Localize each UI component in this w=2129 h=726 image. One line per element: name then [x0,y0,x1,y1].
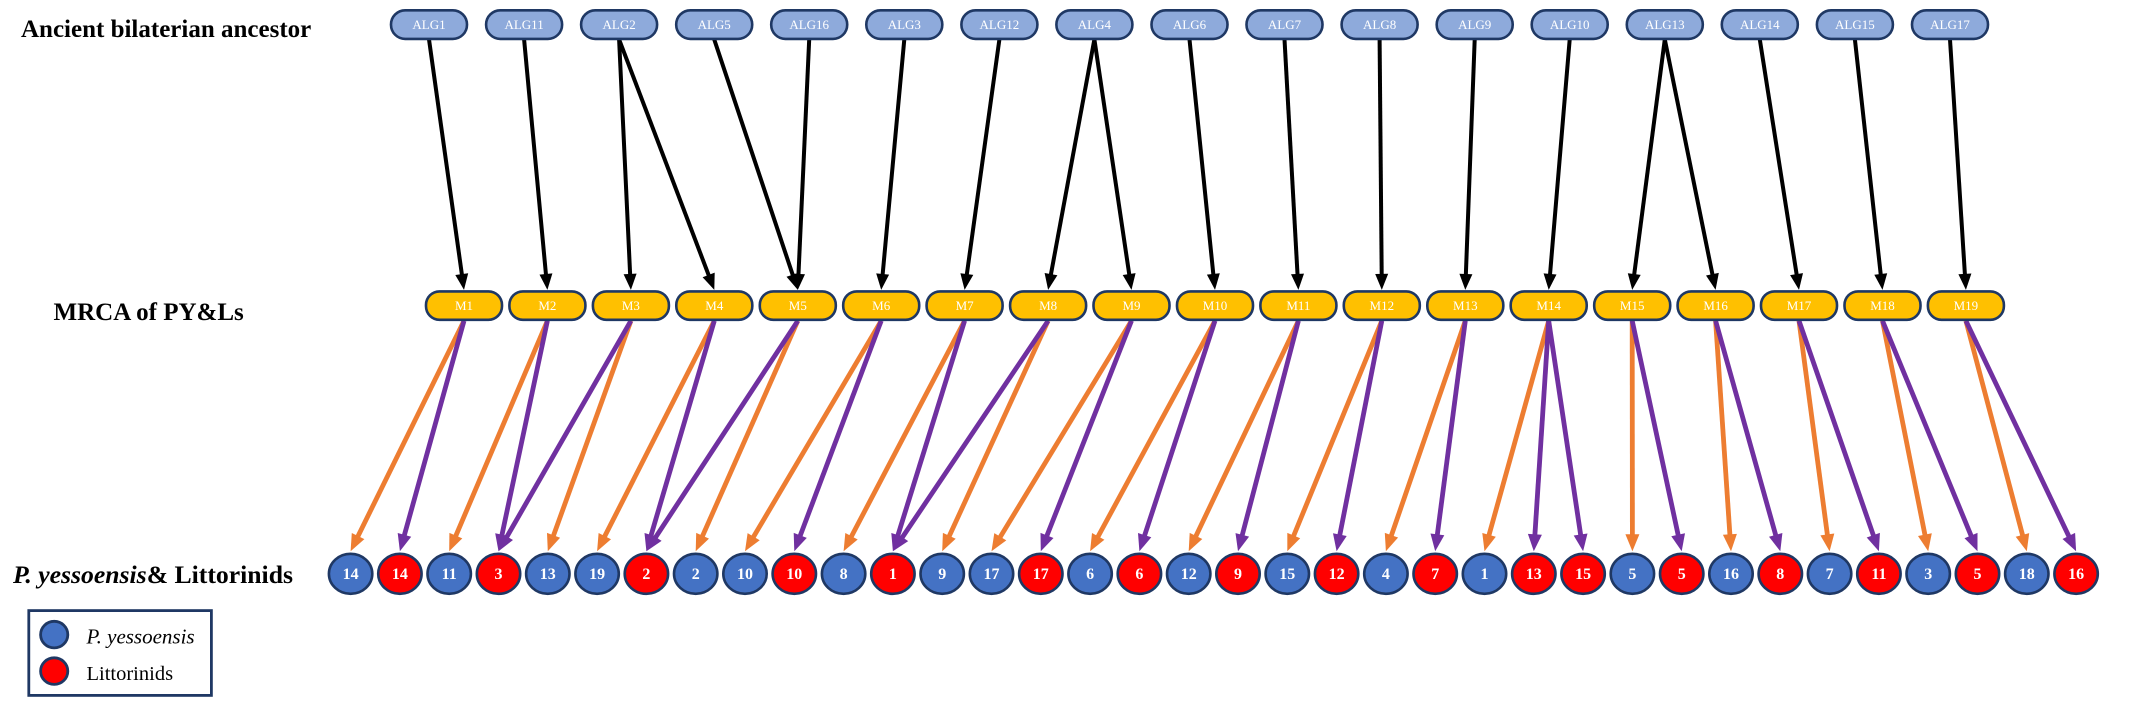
svg-text:ALG5: ALG5 [698,17,731,32]
svg-text:M17: M17 [1787,298,1812,313]
svg-text:15: 15 [1279,566,1295,583]
svg-text:M5: M5 [789,298,807,313]
svg-text:1: 1 [1481,566,1489,583]
svg-text:ALG15: ALG15 [1835,17,1875,32]
svg-text:ALG14: ALG14 [1740,17,1780,32]
svg-text:10: 10 [786,566,802,583]
svg-text:15: 15 [1575,566,1591,583]
svg-text:M3: M3 [622,298,640,313]
svg-text:11: 11 [1871,566,1886,583]
svg-text:ALG12: ALG12 [980,17,1020,32]
svg-text:ALG9: ALG9 [1458,17,1491,32]
svg-text:ALG1: ALG1 [412,17,445,32]
svg-text:19: 19 [589,566,605,583]
svg-text:M16: M16 [1703,298,1728,313]
svg-text:6: 6 [1135,566,1143,583]
svg-text:M18: M18 [1870,298,1895,313]
svg-text:ALG7: ALG7 [1268,17,1302,32]
svg-text:10: 10 [737,566,753,583]
svg-text:M9: M9 [1122,298,1140,313]
svg-text:7: 7 [1826,566,1834,583]
svg-text:9: 9 [1234,566,1242,583]
svg-text:16: 16 [1723,566,1739,583]
svg-text:5: 5 [1678,566,1686,583]
svg-text:M1: M1 [455,298,473,313]
svg-text:ALG17: ALG17 [1930,17,1970,32]
svg-text:MRCA of PY&Ls: MRCA of PY&Ls [54,299,245,326]
svg-text:3: 3 [1924,566,1932,583]
svg-text:5: 5 [1628,566,1636,583]
svg-text:M10: M10 [1203,298,1228,313]
svg-text:P. yessoensis: P. yessoensis [86,625,195,649]
svg-text:M12: M12 [1370,298,1395,313]
svg-text:M7: M7 [956,298,975,313]
svg-text:13: 13 [1526,566,1542,583]
svg-text:ALG10: ALG10 [1550,17,1590,32]
svg-text:16: 16 [2068,566,2084,583]
svg-text:M4: M4 [705,298,724,313]
svg-text:8: 8 [840,566,848,583]
svg-text:ALG4: ALG4 [1078,17,1112,32]
svg-text:11: 11 [442,566,457,583]
svg-text:6: 6 [1086,566,1094,583]
svg-text:Littorinids: Littorinids [87,663,174,685]
svg-text:ALG3: ALG3 [888,17,921,32]
svg-text:ALG8: ALG8 [1363,17,1396,32]
svg-text:ALG6: ALG6 [1173,17,1207,32]
svg-text:13: 13 [540,566,556,583]
svg-text:14: 14 [392,566,408,583]
svg-text:ALG2: ALG2 [602,17,635,32]
svg-text:M8: M8 [1039,298,1057,313]
svg-text:M19: M19 [1954,298,1979,313]
svg-text:17: 17 [984,566,1000,583]
svg-text:M6: M6 [872,298,891,313]
svg-text:7: 7 [1431,566,1439,583]
svg-text:M14: M14 [1536,298,1561,313]
svg-text:18: 18 [2019,566,2035,583]
svg-text:M13: M13 [1453,298,1478,313]
svg-text:5: 5 [1974,566,1982,583]
svg-text:P. yessoensis& Littorinids: P. yessoensis& Littorinids [12,560,293,589]
svg-text:1: 1 [889,566,897,583]
svg-text:ALG11: ALG11 [504,17,543,32]
svg-text:2: 2 [642,566,650,583]
svg-text:M2: M2 [538,298,556,313]
svg-text:M15: M15 [1620,298,1645,313]
svg-text:12: 12 [1329,566,1345,583]
svg-text:M11: M11 [1286,298,1310,313]
svg-text:17: 17 [1033,566,1049,583]
svg-text:ALG16: ALG16 [789,17,829,32]
svg-text:ALG13: ALG13 [1645,17,1685,32]
svg-text:8: 8 [1776,566,1784,583]
svg-text:12: 12 [1181,566,1197,583]
svg-text:14: 14 [343,566,359,583]
svg-text:4: 4 [1382,566,1390,583]
svg-text:9: 9 [938,566,946,583]
svg-text:2: 2 [692,566,700,583]
svg-text:Ancient bilaterian ancestor: Ancient bilaterian ancestor [21,16,311,43]
svg-text:3: 3 [495,566,503,583]
